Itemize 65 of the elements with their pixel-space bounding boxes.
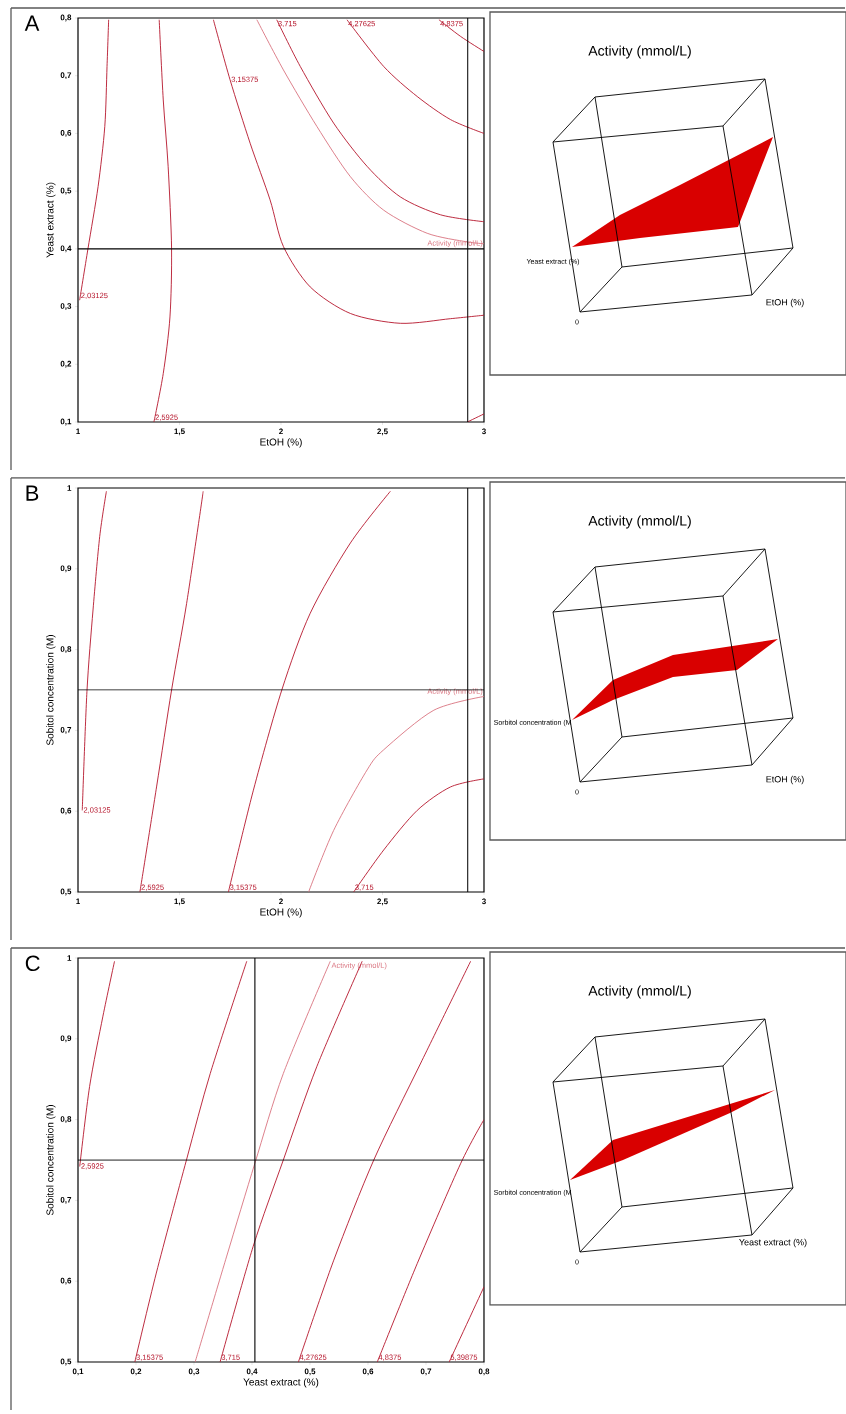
line-series bbox=[276, 19, 484, 223]
text: Activity (mmol/L) bbox=[588, 985, 691, 999]
y-tick-label: 0,2 bbox=[60, 360, 72, 368]
y-tick-label: 0,9 bbox=[60, 565, 72, 573]
line-series bbox=[346, 19, 484, 134]
y-tick-label: 0,5 bbox=[60, 187, 72, 195]
text: Activity (mmol/L) bbox=[588, 45, 691, 59]
y-tick-label: 0,1 bbox=[60, 418, 72, 426]
line-series bbox=[139, 490, 204, 892]
x-axis-title: EtOH (%) bbox=[260, 908, 302, 918]
x-tick-label: 0,1 bbox=[72, 1368, 84, 1376]
x-tick-label: 1 bbox=[76, 898, 80, 905]
y-tick-label: 1 bbox=[67, 485, 72, 491]
chart-title: A bbox=[24, 15, 40, 31]
x-tick-label: 1,5 bbox=[174, 428, 185, 436]
line-series bbox=[194, 960, 331, 1362]
x-tick-label: 0,7 bbox=[420, 1368, 432, 1376]
x-axis-title: Yeast extract (%) bbox=[243, 1378, 319, 1388]
text: EtOH (%) bbox=[766, 775, 804, 785]
y-axis-title: Yeast extract (%) bbox=[46, 182, 56, 258]
y-tick-label: 0,9 bbox=[60, 1035, 72, 1043]
x-axis-title: EtOH (%) bbox=[260, 438, 302, 448]
x-tick-label: 0,8 bbox=[478, 1368, 490, 1376]
x-tick-label: 2 bbox=[279, 898, 283, 905]
line-series bbox=[227, 490, 391, 892]
text: EtOH (%) bbox=[766, 298, 804, 308]
line-series bbox=[212, 19, 484, 324]
line-series bbox=[79, 19, 110, 301]
y-tick-label: 0,7 bbox=[60, 72, 72, 80]
text: Yeast extract (%) bbox=[739, 1238, 807, 1248]
x-tick-label: 2 bbox=[279, 428, 283, 435]
x-tick-label: 1 bbox=[76, 428, 80, 435]
y-axis-title: Sobitol concentration (M) bbox=[46, 635, 56, 746]
y-tick-label: 0,3 bbox=[60, 303, 72, 310]
y-tick-label: 0,4 bbox=[60, 245, 72, 253]
y-tick-label: 0,8 bbox=[60, 646, 72, 654]
y-tick-label: 0,6 bbox=[60, 807, 72, 815]
line-series bbox=[134, 960, 248, 1362]
y-tick-label: 0,5 bbox=[60, 1358, 72, 1366]
y-tick-label: 0,8 bbox=[60, 14, 72, 22]
x-tick-label: 0,3 bbox=[188, 1368, 200, 1376]
line-series bbox=[376, 1119, 484, 1362]
x-tick-label: 1,5 bbox=[174, 898, 185, 906]
y-tick-label: 0,6 bbox=[60, 130, 72, 137]
y-axis-title: Sobitol concentration (M) bbox=[46, 1105, 56, 1216]
y-tick-label: 0,7 bbox=[60, 726, 72, 734]
x-tick-label: 0,5 bbox=[304, 1368, 316, 1376]
x-tick-label: 0,2 bbox=[130, 1368, 142, 1376]
x-tick-label: 2,5 bbox=[377, 898, 388, 906]
x-tick-label: 3 bbox=[481, 428, 486, 435]
y-tick-label: 0,8 bbox=[60, 1116, 72, 1123]
chart-title: C bbox=[25, 955, 40, 972]
x-tick-label: 0,6 bbox=[362, 1368, 374, 1376]
line-series bbox=[353, 778, 484, 892]
chart-title: B bbox=[26, 485, 39, 501]
y-tick-label: 0,6 bbox=[60, 1277, 72, 1285]
line-series bbox=[256, 19, 484, 245]
line-series bbox=[308, 696, 484, 892]
y-tick-label: 0,7 bbox=[60, 1196, 72, 1204]
text: Activity (mmol/L) bbox=[588, 515, 691, 529]
y-tick-label: 0,5 bbox=[60, 888, 72, 896]
x-tick-label: 0,4 bbox=[246, 1368, 258, 1376]
x-tick-label: 3 bbox=[481, 898, 486, 905]
x-tick-label: 2,5 bbox=[377, 428, 388, 436]
y-tick-label: 1 bbox=[67, 955, 72, 961]
